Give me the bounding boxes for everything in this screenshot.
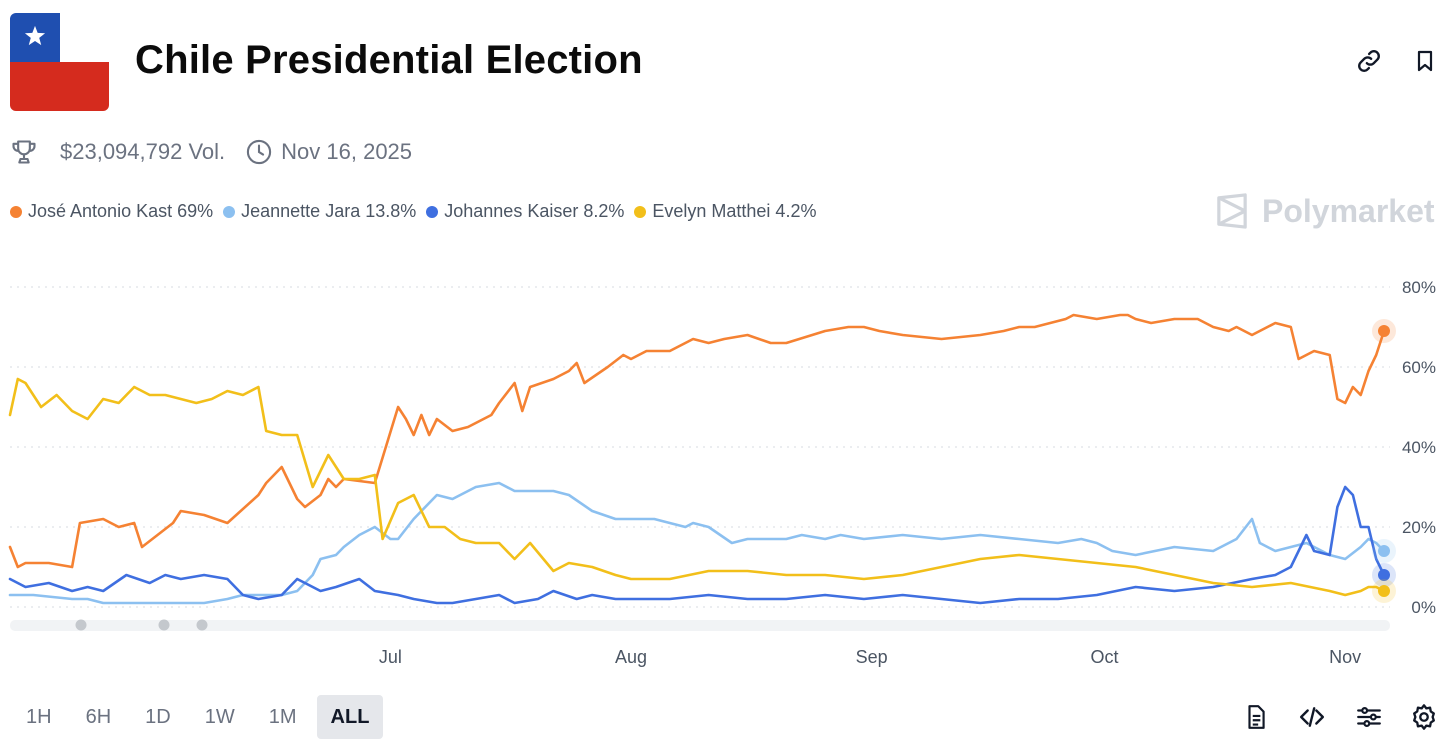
x-tick-label: Sep (856, 647, 888, 667)
timeframe-1h-button[interactable]: 1H (26, 705, 52, 728)
y-tick-label: 40% (1402, 438, 1436, 457)
y-axis: 0% 20% 40% 60% 80% (1402, 278, 1436, 617)
scrollbar-handle[interactable] (75, 619, 87, 631)
volume-text: $23,094,792 Vol. (60, 139, 226, 164)
scrollbar-handle[interactable] (158, 619, 170, 631)
legend-label: Johannes Kaiser 8.2% (444, 201, 625, 221)
timeframe-all-button[interactable]: ALL (316, 695, 384, 739)
timeframe-1d-button[interactable]: 1D (145, 705, 171, 728)
gear-icon[interactable] (1409, 702, 1439, 732)
bookmark-icon[interactable] (1410, 46, 1440, 76)
legend-dot (223, 205, 236, 218)
code-icon[interactable] (1297, 702, 1327, 732)
line-chart: 0% 20% 40% 60% 80% Jul Aug Sep Oct Nov (8, 278, 1436, 667)
end-markers (1372, 319, 1396, 603)
end-marker-johannes-kaiser[interactable] (1378, 569, 1390, 581)
legend-item-kaiser[interactable]: Johannes Kaiser 8.2% (426, 201, 624, 222)
legend-label: José Antonio Kast 69% (28, 201, 214, 221)
legend-label: Evelyn Matthei 4.2% (652, 201, 817, 221)
series-line-johannes-kaiser (8, 485, 1386, 605)
polymarket-mark-icon (1217, 193, 1247, 229)
chart-legend: José Antonio Kast 69% Jeannette Jara 13.… (10, 201, 826, 222)
time-scrollbar[interactable] (10, 619, 1390, 632)
legend-item-jara[interactable]: Jeannette Jara 13.8% (223, 201, 416, 222)
x-tick-label: Aug (615, 647, 647, 667)
end-marker-evelyn-matthei[interactable] (1378, 585, 1390, 597)
scrollbar-handle[interactable] (196, 619, 208, 631)
clock-icon (245, 138, 273, 166)
y-tick-label: 20% (1402, 518, 1436, 537)
sliders-icon[interactable] (1354, 702, 1384, 732)
x-tick-label: Nov (1329, 647, 1361, 667)
trophy-icon (10, 138, 38, 166)
y-tick-label: 60% (1402, 358, 1436, 377)
document-icon[interactable] (1241, 702, 1271, 732)
flag-star-icon (24, 25, 46, 46)
scrollbar-track[interactable] (10, 620, 1390, 631)
series-line-jeannette-jara (8, 481, 1386, 605)
legend-item-matthei[interactable]: Evelyn Matthei 4.2% (634, 201, 816, 222)
legend-item-kast[interactable]: José Antonio Kast 69% (10, 201, 213, 222)
series-line-evelyn-matthei (8, 377, 1386, 597)
y-tick-label: 0% (1411, 598, 1436, 617)
timeframe-1m-button[interactable]: 1M (268, 705, 297, 728)
end-marker-jose-antonio-kast[interactable] (1378, 325, 1390, 337)
end-date-text: Nov 16, 2025 (281, 139, 413, 164)
x-tick-label: Jul (379, 647, 402, 667)
legend-dot (426, 205, 439, 218)
chile-flag (10, 13, 109, 111)
series-lines (8, 313, 1386, 605)
timeframe-1w-button[interactable]: 1W (204, 705, 235, 728)
polymarket-logo: Polymarket (1214, 192, 1435, 230)
timeframe-6h-button[interactable]: 6H (85, 705, 112, 728)
grid-lines (10, 286, 1390, 608)
x-axis: Jul Aug Sep Oct Nov (379, 647, 1361, 667)
legend-label: Jeannette Jara 13.8% (241, 201, 417, 221)
legend-dot (10, 205, 22, 218)
brand-name: Polymarket (1262, 192, 1435, 229)
link-icon[interactable] (1354, 46, 1384, 76)
y-tick-label: 80% (1402, 278, 1436, 297)
page-title: Chile Presidential Election (135, 38, 643, 82)
timeframe-selector: 1H 6H 1D 1W 1M ALL (12, 695, 389, 739)
series-line-jose-antonio-kast (8, 313, 1386, 569)
x-tick-label: Oct (1091, 647, 1119, 667)
end-marker-jeannette-jara[interactable] (1378, 545, 1390, 557)
legend-dot (634, 205, 647, 218)
